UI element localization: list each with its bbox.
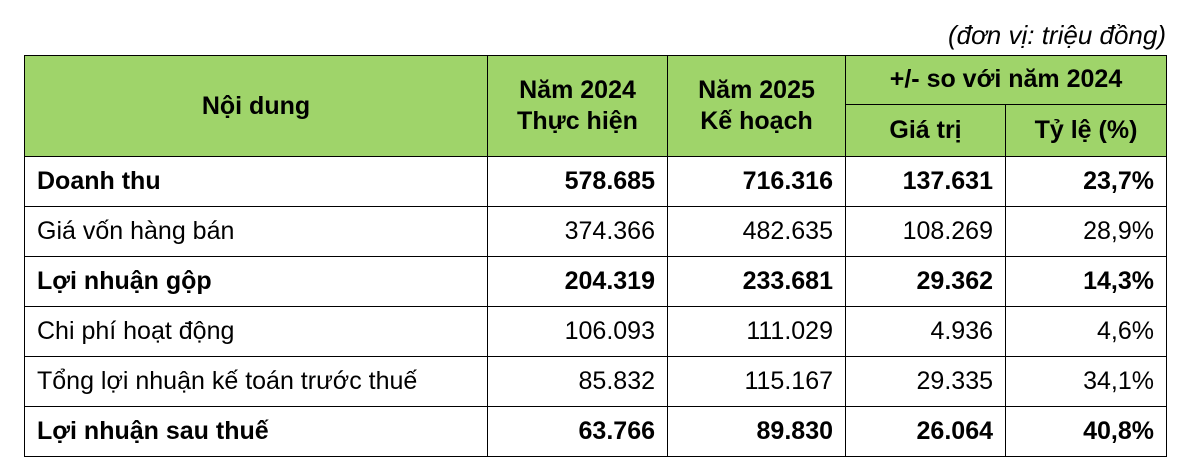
table: Nội dung Năm 2024 Thực hiện Năm 2025 Kế ho… xyxy=(24,55,1167,457)
table-cell: 115.167 xyxy=(667,356,846,407)
table-row: Lợi nhuận gộp 204.319 233.681 29.362 14,3% xyxy=(24,256,1167,307)
row-label: Lợi nhuận gộp xyxy=(24,256,488,307)
table-cell: 29.335 xyxy=(845,356,1006,407)
table-cell: 34,1% xyxy=(1005,356,1167,407)
header-cell: Năm 2024 Thực hiện xyxy=(487,55,668,157)
header-text: Giá trị xyxy=(889,115,962,144)
table-cell: 85.832 xyxy=(487,356,668,407)
table-cell: 4.936 xyxy=(845,306,1006,357)
row-label: Doanh thu xyxy=(24,156,488,207)
table-row: Tổng lợi nhuận kế toán trước thuế 85.832 1… xyxy=(24,356,1167,407)
table-cell: 111.029 xyxy=(667,306,846,357)
row-label: Giá vốn hàng bán xyxy=(24,206,488,257)
row-label: Tổng lợi nhuận kế toán trước thuế xyxy=(24,356,488,407)
table-cell: 137.631 xyxy=(845,156,1006,207)
table-cell: 578.685 xyxy=(487,156,668,207)
table-cell: 40,8% xyxy=(1005,406,1167,457)
row-label: Lợi nhuận sau thuế xyxy=(24,406,488,457)
table-cell: 28,9% xyxy=(1005,206,1167,257)
header-text: Năm 2024 xyxy=(519,76,636,104)
table-cell: 63.766 xyxy=(487,406,668,457)
table-cell: 23,7% xyxy=(1005,156,1167,207)
table-row: Chi phí hoạt động 106.093 111.029 4.936 4,6% xyxy=(24,306,1167,357)
header-cell: Giá trị xyxy=(845,103,1006,158)
header-row: Nội dung Năm 2024 Thực hiện Năm 2025 Kế ho… xyxy=(24,55,1167,157)
table-cell: 374.366 xyxy=(487,206,668,257)
header-text: +/- so với năm 2024 xyxy=(889,65,1123,94)
header-row: Giá trị Tỷ lệ (%) xyxy=(25,103,1167,158)
header-text: Năm 2025 xyxy=(698,76,815,104)
table-row: Giá vốn hàng bán 374.366 482.635 108.269 28,… xyxy=(24,206,1167,257)
header-text: Kế hoạch xyxy=(700,107,813,135)
table-cell: 482.635 xyxy=(667,206,846,257)
header-text: Nội dung xyxy=(201,91,311,120)
header-cell: Nội dung xyxy=(24,55,488,157)
table-row: Lợi nhuận sau thuế 63.766 89.830 26.064 40,8… xyxy=(24,406,1167,457)
table-row: Doanh thu 578.685 716.316 137.631 23,7% xyxy=(24,156,1167,207)
table-cell: 106.093 xyxy=(487,306,668,357)
header-cell: Năm 2025 Kế hoạch xyxy=(667,55,846,157)
table-cell: 233.681 xyxy=(667,256,846,307)
table-cell: 4,6% xyxy=(1005,306,1167,357)
table-cell: 108.269 xyxy=(845,206,1006,257)
table-cell: 14,3% xyxy=(1005,256,1167,307)
table-cell: 26.064 xyxy=(845,406,1006,457)
table-cell: 29.362 xyxy=(845,256,1006,307)
table-cell: 89.830 xyxy=(667,406,846,457)
row-label: Chi phí hoạt động xyxy=(24,306,488,357)
table-cell: 716.316 xyxy=(667,156,846,207)
header-text: Tỷ lệ (%) xyxy=(1034,115,1138,144)
table-cell: 204.319 xyxy=(487,256,668,307)
header-cell: +/- so với năm 2024 xyxy=(845,55,1167,105)
unit-note: (đơn vị: triệu đồng) xyxy=(947,20,1166,50)
header-cell: Tỷ lệ (%) xyxy=(1005,103,1167,158)
header-text: Thực hiện xyxy=(517,107,638,135)
